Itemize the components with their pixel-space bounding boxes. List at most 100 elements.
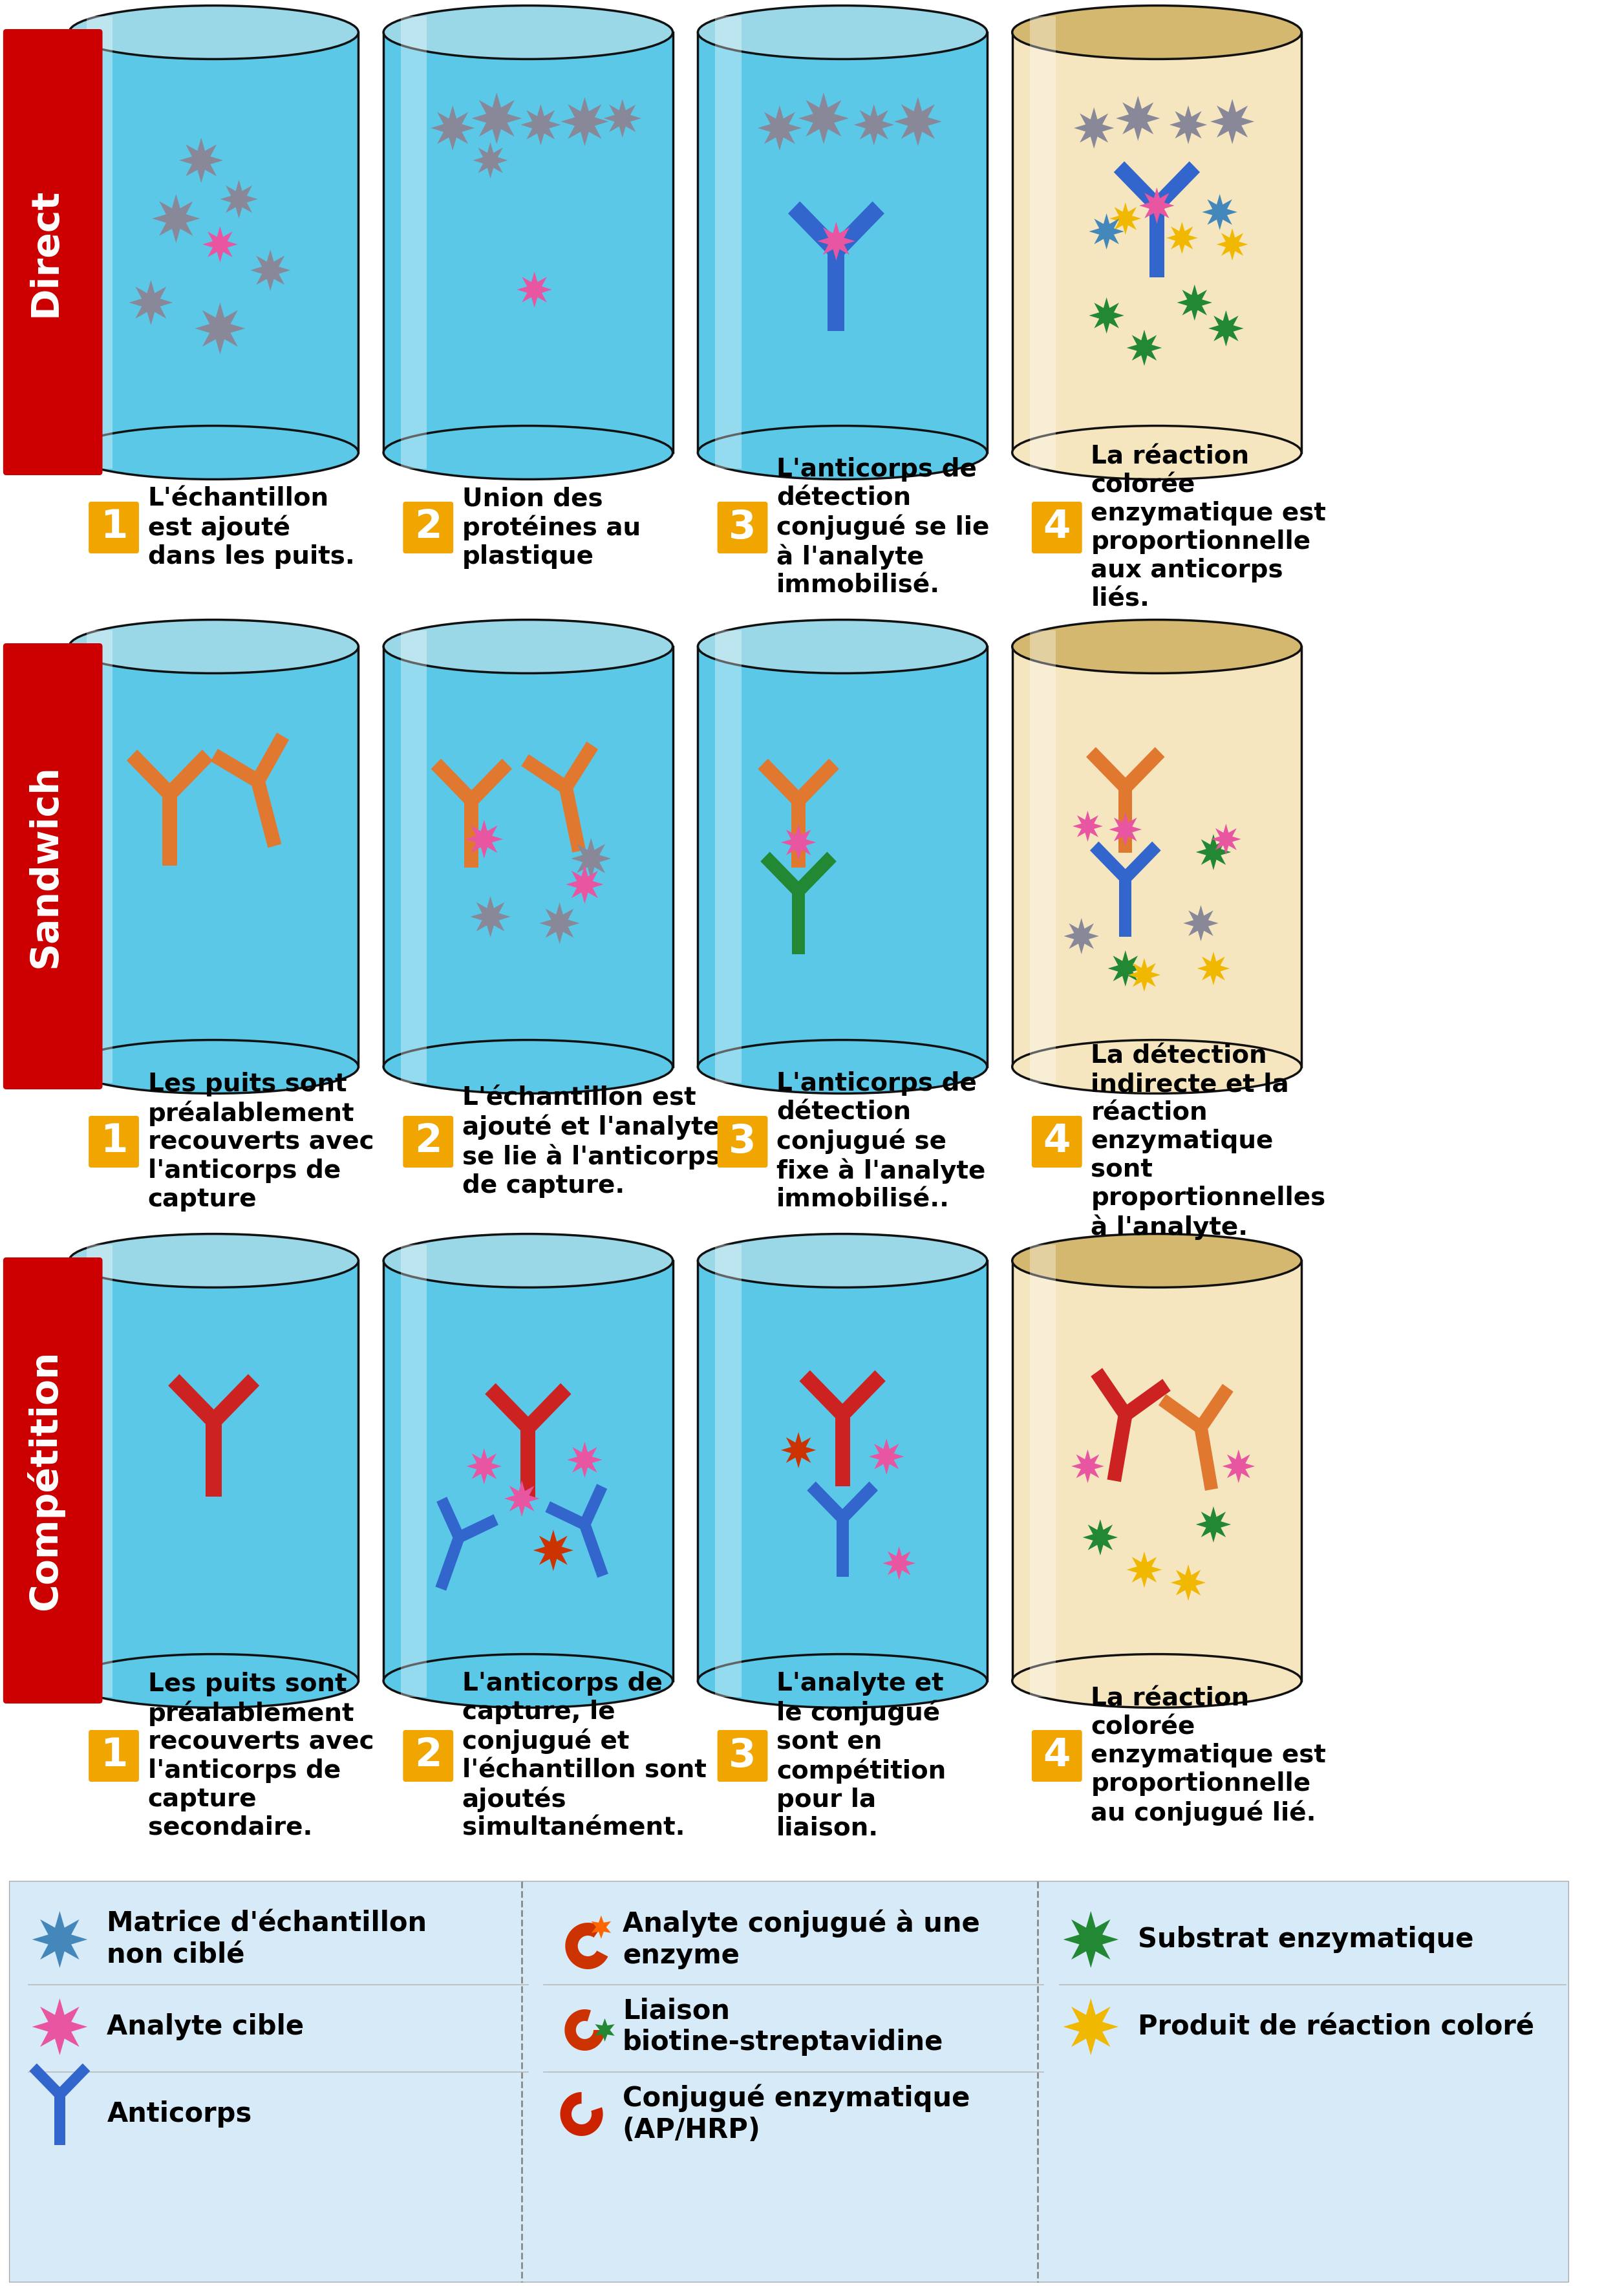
Polygon shape [1223, 1449, 1255, 1484]
Polygon shape [1151, 162, 1200, 210]
FancyBboxPatch shape [718, 1731, 768, 1781]
Polygon shape [86, 631, 112, 1084]
Text: Produit de réaction coloré: Produit de réaction coloré [1138, 2014, 1535, 2041]
Polygon shape [572, 839, 611, 880]
Polygon shape [164, 750, 213, 800]
Polygon shape [1091, 1367, 1132, 1420]
Text: Union des
protéines au
plastique: Union des protéines au plastique [463, 487, 640, 569]
Ellipse shape [1012, 620, 1301, 674]
Polygon shape [1030, 16, 1056, 469]
Polygon shape [1109, 203, 1142, 235]
Ellipse shape [1012, 1655, 1301, 1708]
Text: Matrice d'échantillon
non ciblé: Matrice d'échantillon non ciblé [107, 1911, 427, 1968]
FancyBboxPatch shape [89, 1116, 140, 1168]
Ellipse shape [70, 1655, 359, 1708]
Polygon shape [1208, 311, 1244, 347]
Polygon shape [471, 91, 521, 144]
Polygon shape [206, 1422, 222, 1497]
FancyBboxPatch shape [718, 1116, 768, 1168]
FancyBboxPatch shape [3, 1257, 102, 1703]
Polygon shape [560, 741, 598, 791]
Polygon shape [435, 1536, 464, 1591]
Ellipse shape [70, 5, 359, 59]
Text: La détection
indirecte et la
réaction
enzymatique
sont
proportionnelles
à l'anal: La détection indirecte et la réaction en… [1091, 1042, 1325, 1239]
FancyBboxPatch shape [3, 642, 102, 1090]
Polygon shape [565, 864, 604, 903]
Polygon shape [153, 194, 200, 242]
Polygon shape [252, 732, 289, 784]
FancyBboxPatch shape [403, 1731, 453, 1781]
Ellipse shape [698, 425, 987, 480]
Polygon shape [55, 2064, 91, 2099]
Polygon shape [162, 793, 177, 866]
Polygon shape [883, 1545, 916, 1580]
Text: L'échantillon est
ajouté et l'analyte
se lie à l'anticorps
de capture.: L'échantillon est ajouté et l'analyte se… [463, 1086, 721, 1198]
Polygon shape [781, 1431, 817, 1468]
Text: Anticorps: Anticorps [107, 2101, 252, 2128]
Polygon shape [473, 142, 508, 178]
Polygon shape [1127, 1552, 1161, 1589]
Polygon shape [1169, 105, 1207, 144]
Polygon shape [208, 1374, 260, 1426]
Text: L'anticorps de
détection
conjugué se
fixe à l'analyte
immobilisé..: L'anticorps de détection conjugué se fix… [776, 1072, 986, 1212]
Polygon shape [464, 800, 479, 869]
Text: Direct: Direct [28, 187, 63, 315]
Polygon shape [1064, 919, 1099, 953]
Text: Substrat enzymatique: Substrat enzymatique [1138, 1925, 1475, 1952]
Polygon shape [838, 1481, 879, 1522]
FancyBboxPatch shape [89, 1731, 140, 1781]
Polygon shape [799, 91, 849, 144]
Polygon shape [1197, 951, 1229, 985]
Polygon shape [1030, 1244, 1056, 1696]
Polygon shape [1119, 786, 1132, 853]
Text: 1: 1 [101, 507, 128, 546]
Polygon shape [430, 759, 476, 805]
Polygon shape [794, 759, 840, 805]
Polygon shape [580, 1522, 609, 1577]
Polygon shape [521, 105, 560, 146]
Polygon shape [591, 1916, 611, 1939]
Polygon shape [383, 1260, 672, 1680]
Polygon shape [895, 96, 942, 146]
Polygon shape [854, 105, 895, 146]
Polygon shape [86, 1244, 112, 1696]
Polygon shape [127, 750, 175, 800]
Polygon shape [565, 1923, 607, 1968]
Ellipse shape [698, 1234, 987, 1287]
Polygon shape [203, 226, 237, 263]
Polygon shape [715, 631, 741, 1084]
Polygon shape [383, 32, 672, 453]
FancyBboxPatch shape [403, 1116, 453, 1168]
Polygon shape [604, 98, 641, 137]
Polygon shape [1171, 1564, 1207, 1600]
Polygon shape [539, 903, 580, 944]
Polygon shape [1121, 841, 1161, 882]
Polygon shape [1121, 748, 1164, 793]
Polygon shape [128, 279, 172, 325]
Ellipse shape [383, 1234, 672, 1287]
FancyBboxPatch shape [89, 501, 140, 553]
FancyBboxPatch shape [403, 501, 453, 553]
Text: 2: 2 [414, 1737, 442, 1774]
Polygon shape [1086, 748, 1130, 793]
Polygon shape [1195, 1506, 1231, 1543]
Polygon shape [715, 16, 741, 469]
Text: Conjugué enzymatique
(AP/HRP): Conjugué enzymatique (AP/HRP) [622, 2085, 970, 2144]
Polygon shape [533, 1529, 573, 1570]
Polygon shape [715, 1244, 741, 1696]
Polygon shape [835, 1415, 849, 1486]
Polygon shape [1072, 812, 1103, 841]
Polygon shape [565, 2009, 604, 2051]
Polygon shape [546, 1502, 588, 1529]
Polygon shape [830, 201, 885, 256]
Polygon shape [86, 16, 112, 469]
Text: 4: 4 [1043, 1737, 1070, 1774]
Polygon shape [1064, 1911, 1119, 1968]
Polygon shape [869, 1438, 905, 1474]
Polygon shape [559, 786, 586, 853]
Ellipse shape [383, 620, 672, 674]
Polygon shape [1109, 812, 1142, 846]
Ellipse shape [70, 620, 359, 674]
Text: La réaction
colorée
enzymatique est
proportionnelle
au conjugué lié.: La réaction colorée enzymatique est prop… [1091, 1687, 1327, 1827]
Polygon shape [486, 1383, 533, 1433]
